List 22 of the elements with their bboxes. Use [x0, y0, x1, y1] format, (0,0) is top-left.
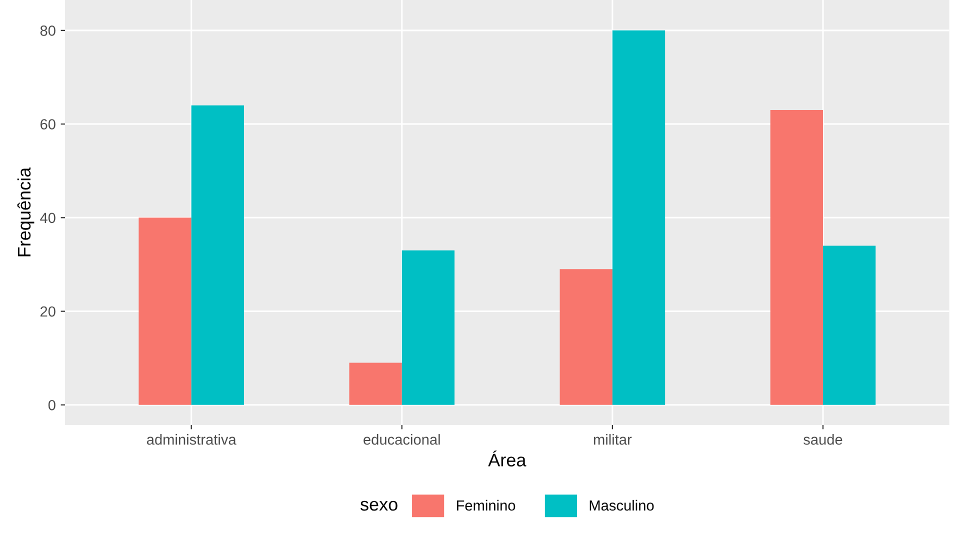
y-tick-label: 40 — [40, 212, 56, 224]
bar — [822, 246, 876, 405]
y-axis-title: Frequência — [17, 167, 34, 256]
bar — [770, 110, 823, 405]
bar — [349, 362, 402, 405]
bar — [402, 250, 455, 405]
y-tick-label: 80 — [40, 26, 56, 36]
y-tick-label: 0 — [48, 400, 56, 410]
y-tick-label: 60 — [40, 119, 56, 130]
bar — [612, 30, 666, 405]
bar — [191, 105, 244, 405]
bar — [560, 269, 612, 405]
x-tick-label: educacional — [364, 434, 440, 445]
x-tick-label: militar — [594, 434, 632, 445]
y-tick-label: 20 — [40, 306, 56, 317]
x-tick-label: administrativa — [146, 434, 236, 445]
legend-title: sexo — [360, 500, 398, 511]
legend-label: Masculino — [590, 500, 654, 511]
bar — [138, 218, 192, 405]
x-axis-title: Área — [488, 450, 526, 466]
x-tick-label: saude — [804, 434, 842, 445]
legend-label: Feminino — [456, 500, 516, 511]
